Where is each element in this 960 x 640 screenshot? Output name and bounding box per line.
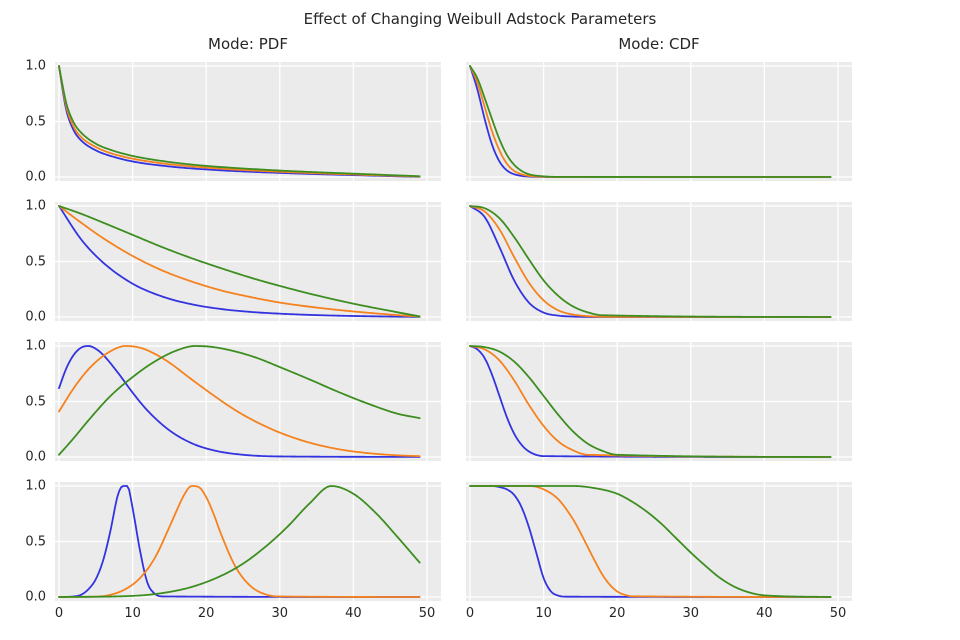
xtick-label: 30: [682, 606, 700, 621]
ytick-label: 0.0: [25, 309, 46, 325]
ytick-label: 0.0: [25, 589, 46, 605]
subplot-row4-cdf: [466, 482, 852, 601]
curve-green: [469, 345, 832, 458]
xtick-label: 40: [345, 606, 362, 621]
xtick-label: 10: [535, 606, 552, 621]
xtick-label: 50: [418, 606, 436, 621]
xtick-label: 30: [271, 606, 289, 621]
subplot-row4-pdf: [55, 482, 441, 601]
curve-green: [58, 485, 421, 598]
curve-green: [469, 485, 832, 598]
ytick-label: 1.0: [25, 478, 46, 494]
curve-blue: [58, 205, 421, 318]
curve-green: [58, 65, 421, 178]
xtick-label: 10: [124, 606, 141, 621]
ytick-label: 1.0: [25, 198, 46, 214]
subplot-row1-pdf: [55, 62, 441, 181]
subplot-title-pdf: Mode: PDF: [208, 35, 288, 53]
subplot-row3-cdf: [466, 342, 852, 461]
subplot-row2-cdf: [466, 202, 852, 321]
ytick-label: 0.5: [25, 114, 46, 129]
curve-green: [58, 345, 421, 456]
curve-green: [58, 205, 421, 318]
xtick-label: 50: [829, 606, 847, 621]
ytick-label: 0.0: [25, 449, 46, 465]
subplot-row3-pdf: [55, 342, 441, 461]
subplot-title-cdf: Mode: CDF: [618, 35, 700, 53]
xtick-label: 20: [197, 606, 215, 621]
xtick-label: 40: [756, 606, 773, 621]
curve-orange: [58, 485, 421, 598]
subplot-row2-pdf: [55, 202, 441, 321]
curve-orange: [58, 345, 421, 458]
figure-title: Effect of Changing Weibull Adstock Param…: [303, 10, 657, 28]
subplot-row1-cdf: [466, 62, 852, 181]
curve-blue: [58, 345, 421, 458]
ytick-label: 1.0: [25, 338, 46, 354]
xtick-label: 0: [54, 606, 64, 621]
ytick-label: 0.5: [25, 394, 46, 409]
xtick-label: 20: [608, 606, 626, 621]
curve-green: [469, 65, 832, 178]
ytick-label: 0.5: [25, 254, 46, 269]
curve-green: [469, 205, 832, 318]
ytick-label: 0.5: [25, 534, 46, 549]
ytick-label: 1.0: [25, 58, 46, 74]
curve-orange: [58, 205, 421, 318]
ytick-label: 0.0: [25, 169, 46, 185]
xtick-label: 0: [465, 606, 475, 621]
